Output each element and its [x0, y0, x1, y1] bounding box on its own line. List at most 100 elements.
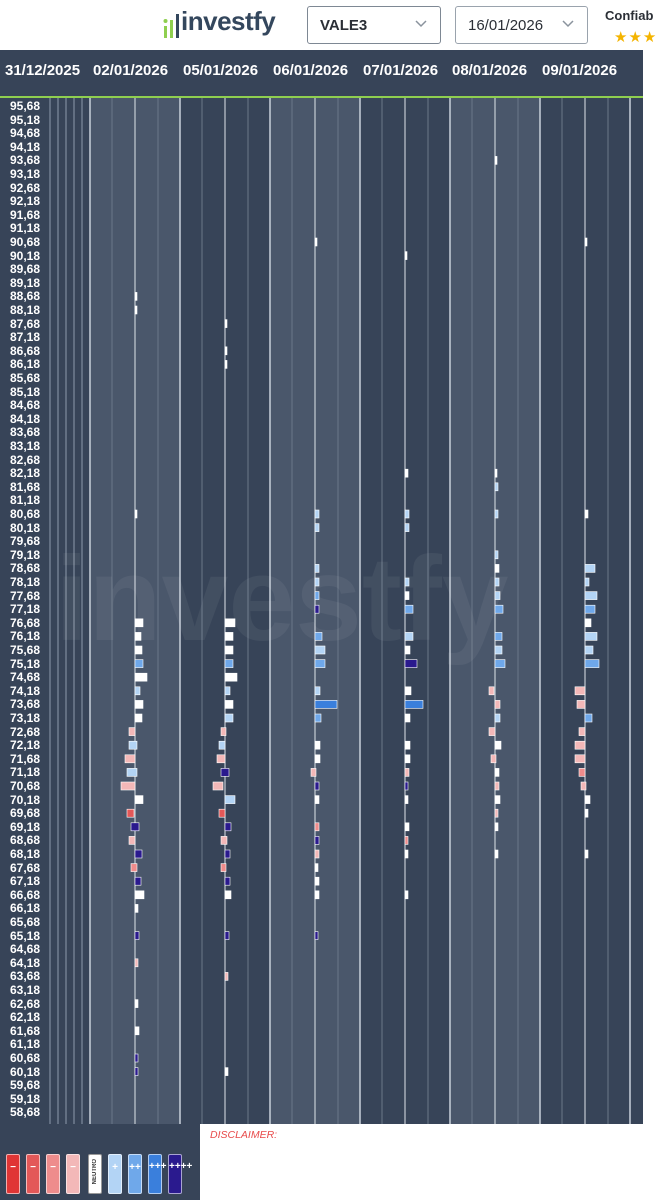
price-level-label: 64,68 — [10, 942, 41, 957]
volume-bar — [224, 795, 236, 804]
price-level-label: 61,18 — [10, 1037, 41, 1052]
volume-bar — [310, 768, 317, 777]
volume-bar — [494, 509, 499, 519]
volume-bar — [224, 672, 238, 682]
price-level-label: 68,18 — [10, 847, 41, 861]
date-select[interactable]: 16/01/2026 — [455, 6, 588, 44]
price-level-label: 88,68 — [10, 289, 41, 304]
chevron-down-icon — [562, 20, 574, 28]
volume-bar — [224, 686, 231, 696]
legend-symbol: ++ — [129, 1162, 141, 1173]
price-level-label: 68,68 — [10, 833, 41, 848]
volume-bar — [404, 836, 409, 845]
price-level-label: 69,68 — [10, 806, 41, 821]
volume-bar — [494, 822, 499, 832]
volume-bar — [134, 876, 142, 886]
price-level-label: 67,68 — [10, 860, 41, 875]
volume-bar — [314, 781, 320, 791]
volume-bar — [314, 604, 320, 614]
price-level-label: 95,18 — [10, 112, 41, 127]
legend-swatch: ++++ — [168, 1154, 192, 1194]
price-level-label: 85,18 — [10, 384, 41, 399]
price-level-label: 67,18 — [10, 874, 41, 889]
volume-bar — [584, 632, 598, 641]
volume-bar — [404, 768, 410, 777]
legend-swatch: + — [108, 1154, 122, 1194]
price-level-label: 66,18 — [10, 901, 41, 916]
volume-bar — [404, 577, 410, 587]
ticker-select[interactable]: VALE3 — [307, 6, 441, 44]
price-level-label: 92,18 — [10, 194, 41, 209]
ticker-value: VALE3 — [320, 17, 368, 34]
color-legend: − − − − NEUTRO + ++ +++ ++++ — [0, 1124, 200, 1200]
volume-bar — [404, 849, 409, 859]
header-divider — [0, 96, 643, 98]
legend-swatch: − — [46, 1154, 60, 1194]
volume-bar — [134, 849, 143, 859]
volume-bar — [126, 768, 138, 777]
volume-bar — [314, 754, 321, 764]
legend-symbol: − — [30, 1162, 36, 1173]
volume-profile-chart: investfy — [49, 98, 631, 1124]
volume-bar — [494, 591, 501, 600]
volume-bar — [134, 645, 143, 655]
price-level-label: 63,68 — [10, 969, 41, 984]
date-column-label: 07/01/2026 — [363, 62, 439, 79]
volume-bar — [218, 740, 226, 750]
volume-bar — [404, 632, 414, 641]
price-level-label: 70,18 — [10, 792, 41, 807]
top-header: investfy VALE3 16/01/2026 Confiab ★★★ — [0, 0, 656, 50]
page-margin — [643, 50, 656, 1200]
volume-bar — [404, 890, 409, 900]
date-column-label: 02/01/2026 — [93, 62, 169, 79]
volume-bar — [314, 740, 321, 750]
volume-bar — [404, 700, 424, 709]
volume-bar — [494, 482, 499, 492]
price-level-label: 93,68 — [10, 153, 41, 168]
price-level-label: 87,18 — [10, 330, 41, 345]
date-column-label: 08/01/2026 — [452, 62, 528, 79]
investfy-logo-icon[interactable] — [162, 8, 272, 42]
volume-bar — [494, 156, 498, 165]
volume-bar — [488, 686, 495, 696]
volume-bar — [314, 564, 320, 573]
legend-symbol: − — [10, 1162, 16, 1173]
volume-bar — [120, 781, 136, 791]
logo-wordmark: investfy — [181, 6, 276, 36]
price-level-label: 74,68 — [10, 670, 41, 685]
volume-bar — [212, 781, 224, 791]
price-level-label: 83,68 — [10, 425, 41, 440]
volume-bar — [314, 795, 320, 804]
volume-bar — [220, 863, 227, 872]
volume-bar — [584, 659, 600, 668]
volume-bar — [314, 509, 320, 519]
volume-bar — [314, 713, 322, 723]
legend-swatch: − — [66, 1154, 80, 1194]
volume-bar — [314, 686, 321, 696]
volume-bar — [224, 632, 234, 641]
volume-bar — [578, 727, 586, 736]
price-level-label: 81,68 — [10, 479, 41, 494]
volume-bar — [494, 795, 501, 804]
volume-bar — [224, 876, 231, 886]
volume-bar — [314, 700, 338, 709]
volume-bar — [494, 577, 500, 587]
volume-bar — [224, 972, 229, 981]
price-level-label: 94,68 — [10, 126, 41, 141]
volume-bar — [224, 849, 231, 859]
price-level-label: 77,68 — [10, 588, 41, 603]
volume-bar — [404, 645, 411, 655]
volume-bar — [134, 890, 145, 900]
volume-bar — [134, 700, 144, 709]
volume-bar — [134, 713, 143, 723]
volume-bar — [224, 822, 232, 832]
volume-bar — [224, 890, 232, 900]
volume-bar — [134, 672, 148, 682]
volume-bar — [494, 468, 498, 478]
volume-bar — [584, 808, 589, 818]
price-level-label: 62,68 — [10, 996, 41, 1011]
volume-bar — [220, 727, 227, 736]
volume-bar — [224, 319, 228, 328]
volume-bar — [314, 876, 320, 886]
volume-bar — [404, 591, 410, 600]
